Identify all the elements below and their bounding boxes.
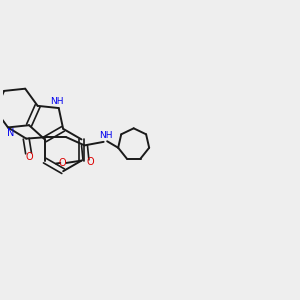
Text: O: O xyxy=(26,152,34,163)
Text: N: N xyxy=(7,128,14,138)
Text: NH: NH xyxy=(99,131,112,140)
Text: O: O xyxy=(58,158,66,168)
Text: NH: NH xyxy=(50,97,64,106)
Text: O: O xyxy=(87,158,94,167)
